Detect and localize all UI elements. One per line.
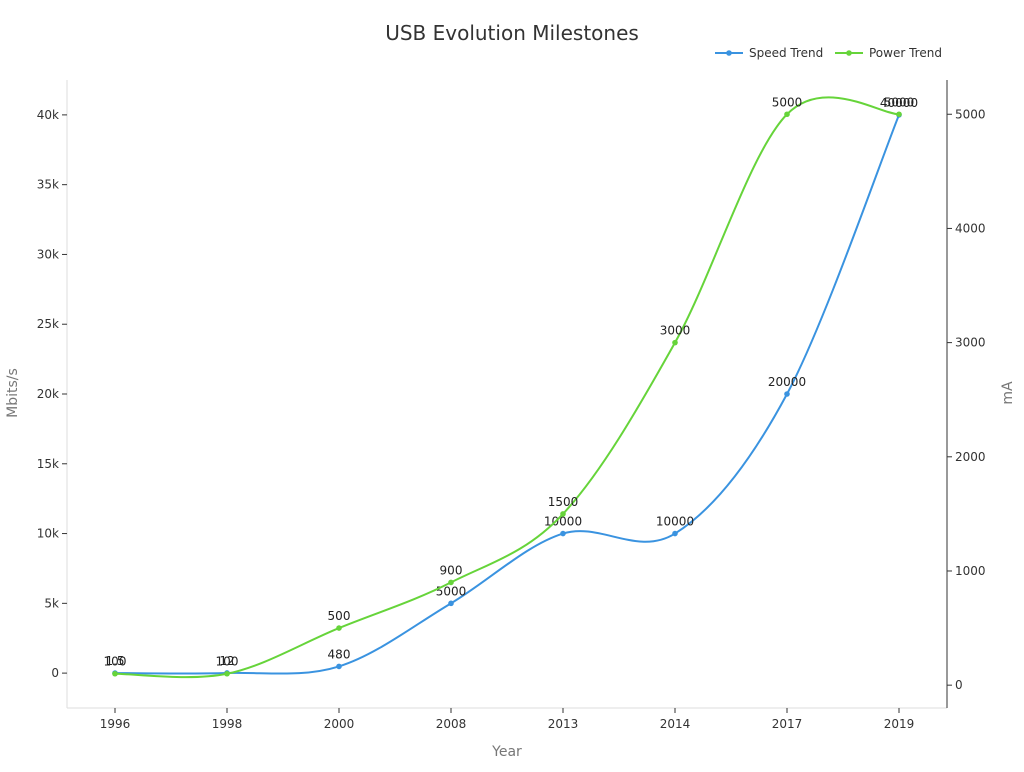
- legend-label: Power Trend: [869, 46, 942, 60]
- data-label: 10000: [656, 515, 694, 529]
- data-point: [560, 511, 566, 517]
- series-speed-trend: 1.5 12 480 5000 10000 10000 20000 40000: [105, 96, 918, 676]
- data-label: 20000: [768, 375, 806, 389]
- x-axis-title: Year: [491, 744, 522, 760]
- legend-marker: [846, 50, 852, 56]
- y-axis-right-title: mA: [1000, 381, 1016, 405]
- x-tick-label: 1996: [100, 717, 131, 731]
- x-tick-label: 2019: [884, 717, 915, 731]
- data-label: 40000: [880, 96, 918, 110]
- data-label: 3000: [660, 324, 691, 338]
- x-axis-ticks: 1996 1998 2000 2008 2013 2014 2017 2019: [100, 708, 915, 731]
- data-point: [672, 339, 678, 346]
- y-left-tick-label: 0: [51, 666, 59, 680]
- x-tick-label: 2013: [548, 717, 579, 731]
- data-label: 10000: [544, 515, 582, 529]
- y-left-tick-label: 25k: [37, 317, 59, 331]
- data-point: [896, 111, 902, 118]
- data-point: [224, 670, 230, 677]
- y-left-tick-label: 20k: [37, 387, 59, 401]
- data-point: [672, 530, 678, 537]
- data-label: 100: [216, 655, 239, 669]
- data-point: [336, 663, 342, 670]
- data-label: 12: [219, 654, 234, 668]
- data-label: 500: [328, 609, 351, 623]
- y-left-tick-label: 40k: [37, 108, 59, 122]
- data-point: [560, 530, 566, 537]
- x-tick-label: 2008: [436, 717, 467, 731]
- series-layer: 1.5 12 480 5000 10000 10000 20000 40000 100 100 50…: [104, 95, 918, 679]
- x-tick-label: 2017: [772, 717, 803, 731]
- y-right-tick-label: 4000: [955, 221, 986, 235]
- data-point: [112, 670, 118, 677]
- y-left-tick-label: 15k: [37, 457, 59, 471]
- y-axis-left-title: Mbits/s: [5, 368, 21, 418]
- y-right-tick-label: 5000: [955, 107, 986, 121]
- y-axis-right-ticks: 0 1000 2000 3000 4000 5000: [947, 107, 986, 692]
- data-label: 1.5: [105, 654, 124, 668]
- y-right-tick-label: 2000: [955, 450, 986, 464]
- data-label: 5000: [772, 95, 803, 109]
- data-point: [784, 391, 790, 397]
- series-line: [114, 96, 900, 679]
- legend-label: Speed Trend: [749, 46, 823, 60]
- y-left-tick-label: 30k: [37, 247, 59, 261]
- data-label: 5000: [884, 95, 915, 109]
- y-left-tick-label: 5k: [44, 596, 59, 610]
- legend-marker: [726, 50, 732, 56]
- legend-item[interactable]: Speed Trend: [715, 46, 823, 60]
- series-line: [114, 114, 900, 675]
- data-label: 5000: [436, 584, 467, 598]
- legend-item[interactable]: Power Trend: [835, 46, 942, 60]
- data-label: 100: [104, 655, 127, 669]
- data-label: 900: [440, 563, 463, 577]
- data-label: 1500: [548, 495, 579, 509]
- series-power-trend: 100 100 500 900 1500 3000 5000 5000: [104, 95, 915, 679]
- y-left-tick-label: 35k: [37, 178, 59, 192]
- x-tick-label: 1998: [212, 717, 243, 731]
- data-point: [784, 111, 790, 118]
- y-right-tick-label: 1000: [955, 564, 986, 578]
- chart-title: USB Evolution Milestones: [385, 21, 639, 45]
- legend: Speed Trend Power Trend: [715, 46, 942, 60]
- data-point: [336, 625, 342, 631]
- y-left-tick-label: 10k: [37, 527, 59, 541]
- x-tick-label: 2000: [324, 717, 355, 731]
- x-tick-label: 2014: [660, 717, 691, 731]
- data-point: [448, 600, 454, 607]
- data-label: 480: [328, 647, 351, 661]
- y-right-tick-label: 0: [955, 678, 963, 692]
- y-right-tick-label: 3000: [955, 336, 986, 350]
- y-axis-left-ticks: 0 5k 10k 15k 20k 25k 30k 35k 40k: [37, 108, 67, 680]
- data-point: [448, 579, 454, 586]
